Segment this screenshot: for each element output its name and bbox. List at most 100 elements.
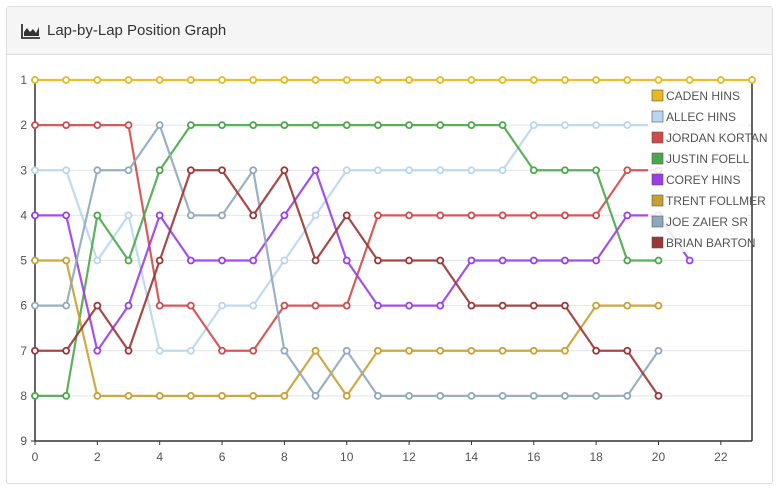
data-point: [529, 346, 538, 355]
x-tick-label: 14: [465, 450, 479, 464]
data-point: [436, 166, 445, 175]
data-point: [311, 256, 320, 265]
data-point: [654, 76, 663, 84]
series-line: [35, 124, 659, 352]
data-point: [436, 346, 445, 355]
data-point: [342, 121, 351, 130]
data-point: [342, 166, 351, 175]
x-tick-label: 12: [402, 450, 416, 464]
x-tick-label: 10: [340, 450, 354, 464]
data-point: [529, 391, 538, 400]
legend-swatch: [651, 236, 664, 249]
data-point: [249, 211, 258, 220]
data-point: [280, 121, 289, 130]
data-point: [249, 301, 258, 310]
data-point: [374, 346, 382, 355]
data-point: [218, 166, 226, 175]
data-point: [561, 121, 569, 130]
legend-swatch: [651, 173, 664, 186]
data-point: [561, 391, 569, 400]
data-point: [342, 346, 351, 355]
x-tick-label: 22: [714, 450, 728, 464]
data-point: [561, 301, 569, 310]
data-point: [374, 391, 382, 400]
data-point: [623, 301, 632, 310]
data-point: [31, 76, 39, 84]
data-point: [62, 301, 71, 310]
data-point: [374, 256, 382, 265]
data-point: [280, 256, 289, 265]
series-brian-barton: [31, 166, 663, 400]
data-point: [93, 301, 102, 310]
data-point: [436, 76, 445, 84]
data-point: [155, 76, 164, 84]
data-point: [93, 256, 102, 265]
data-point: [623, 76, 632, 84]
data-point: [685, 76, 694, 84]
data-point: [342, 76, 351, 84]
data-point: [374, 301, 382, 310]
data-point: [218, 391, 226, 400]
data-point: [498, 301, 507, 310]
data-point: [155, 166, 164, 175]
data-point: [561, 166, 569, 175]
data-point: [529, 256, 538, 265]
data-point: [311, 121, 320, 130]
data-point: [31, 121, 39, 130]
data-point: [93, 391, 102, 400]
legend-label: BRIAN BARTON: [666, 236, 756, 250]
data-point: [498, 121, 507, 130]
data-point: [342, 211, 351, 220]
data-point: [124, 301, 133, 310]
data-point: [93, 166, 102, 175]
data-point: [155, 391, 164, 400]
data-point: [748, 76, 756, 84]
data-point: [374, 76, 382, 84]
data-point: [311, 391, 320, 400]
data-point: [311, 301, 320, 310]
data-point: [186, 76, 195, 84]
data-point: [249, 256, 258, 265]
data-point: [186, 301, 195, 310]
data-point: [467, 346, 476, 355]
data-point: [62, 346, 71, 355]
legend-swatch: [651, 110, 664, 123]
data-point: [186, 166, 195, 175]
series-line: [35, 124, 659, 352]
data-point: [436, 391, 445, 400]
data-point: [249, 76, 258, 84]
data-point: [405, 346, 413, 355]
legend-label: CADEN HINS: [666, 89, 740, 103]
x-tick-label: 8: [281, 450, 288, 464]
x-tick-label: 0: [32, 450, 39, 464]
legend-label: JOE ZAIER SR: [666, 215, 748, 229]
data-point: [124, 391, 133, 400]
series-allec-hins: [31, 121, 663, 355]
data-point: [405, 121, 413, 130]
data-point: [124, 211, 133, 220]
legend-swatch: [651, 152, 664, 165]
data-point: [155, 346, 164, 355]
data-point: [62, 76, 71, 84]
area-chart-icon: [21, 23, 41, 39]
data-point: [31, 301, 39, 310]
data-point: [342, 391, 351, 400]
y-tick-label: 6: [20, 299, 27, 313]
data-point: [498, 211, 507, 220]
data-point: [623, 256, 632, 265]
data-point: [654, 301, 663, 310]
data-point: [467, 76, 476, 84]
data-point: [31, 166, 39, 175]
data-point: [685, 256, 694, 265]
data-point: [467, 166, 476, 175]
y-tick-label: 8: [20, 389, 27, 403]
data-point: [436, 211, 445, 220]
data-point: [498, 256, 507, 265]
data-point: [467, 121, 476, 130]
y-tick-label: 9: [20, 434, 27, 448]
data-point: [62, 256, 71, 265]
x-tick-label: 16: [527, 450, 541, 464]
data-point: [529, 301, 538, 310]
